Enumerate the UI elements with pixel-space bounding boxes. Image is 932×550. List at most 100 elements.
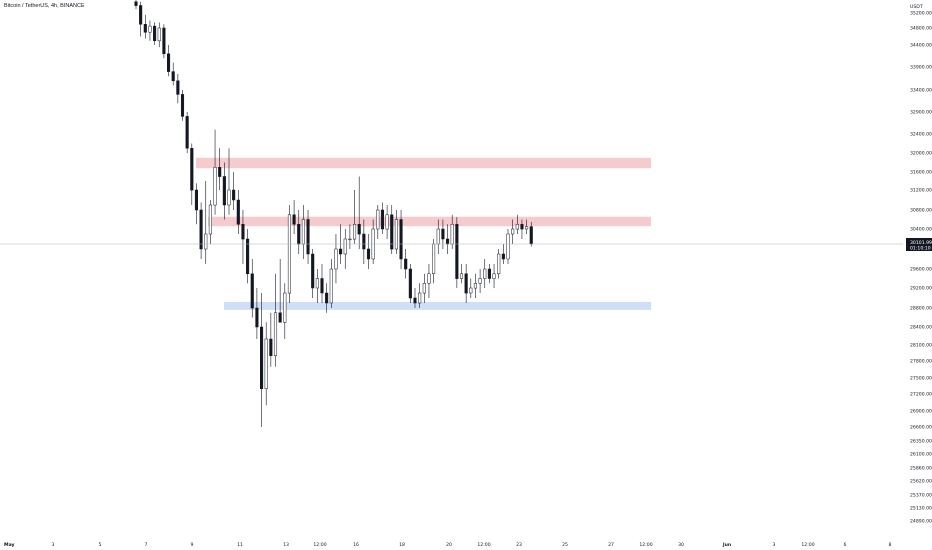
- candle: [427, 264, 431, 298]
- candle: [455, 217, 459, 288]
- candle-body: [459, 273, 464, 279]
- candle-body: [255, 307, 259, 328]
- candle: [380, 202, 384, 234]
- candle-body: [190, 148, 194, 191]
- candle: [167, 45, 171, 77]
- last-price-badge: [906, 238, 932, 251]
- candle-body: [399, 219, 403, 260]
- candle-body: [176, 80, 180, 95]
- time-tick-label: 13: [283, 542, 289, 548]
- price-tick-label: 34400.00: [910, 43, 932, 49]
- price-tick-label: 32900.00: [910, 110, 932, 116]
- resistance-upper-zone: [196, 157, 651, 169]
- candle: [404, 249, 408, 279]
- candle-body: [153, 25, 157, 41]
- candle: [390, 205, 394, 254]
- time-tick-label: 8: [889, 542, 892, 548]
- candle-body: [320, 278, 324, 294]
- candle: [227, 148, 231, 215]
- price-tick-label: 27200.00: [910, 392, 932, 398]
- candle-body: [246, 238, 250, 275]
- candle: [464, 264, 468, 303]
- price-tick-label: 31200.00: [910, 188, 932, 194]
- price-tick-label: 31600.00: [910, 170, 932, 176]
- candle: [287, 205, 291, 303]
- candle-body: [357, 224, 361, 235]
- time-tick-label: 27: [608, 542, 614, 548]
- candle-body: [278, 312, 282, 323]
- candle: [134, 0, 138, 10]
- price-tick-label: 29200.00: [910, 286, 932, 292]
- candle-body: [483, 268, 487, 279]
- candle-body: [427, 273, 431, 284]
- candle: [362, 219, 366, 264]
- time-tick-label: 12:00: [639, 542, 652, 548]
- candle: [278, 259, 282, 323]
- price-tick-label: 28400.00: [910, 325, 932, 331]
- candle-body: [180, 94, 185, 117]
- candle: [329, 259, 333, 308]
- candle-body: [273, 312, 278, 356]
- candle-body: [492, 273, 496, 279]
- currency-label: USDT: [910, 4, 923, 10]
- candle-body: [241, 224, 245, 240]
- candle-body: [376, 209, 380, 230]
- candle: [353, 190, 357, 244]
- candle: [162, 24, 166, 59]
- candle: [473, 273, 477, 298]
- bar-timer-label: 01:10:10: [910, 246, 931, 252]
- candle-body: [487, 268, 491, 279]
- candle-body: [143, 24, 147, 33]
- candle: [357, 176, 361, 249]
- candle: [483, 259, 487, 288]
- candle: [213, 129, 217, 215]
- resistance-lower-zone: [208, 216, 651, 227]
- candle: [199, 202, 203, 259]
- price-tick-label: 28100.00: [910, 343, 932, 349]
- candle-body: [418, 292, 422, 304]
- time-tick-label: 18: [399, 542, 405, 548]
- time-tick-label: May: [4, 542, 15, 548]
- candle: [418, 283, 422, 308]
- candle-body: [385, 214, 389, 230]
- candle-body: [250, 273, 254, 309]
- candle: [283, 283, 287, 339]
- candle-body: [199, 209, 203, 250]
- candle-body: [450, 224, 454, 245]
- candle-body: [501, 253, 505, 260]
- time-tick-label: 6: [844, 542, 847, 548]
- candle: [422, 273, 426, 303]
- candle-body: [334, 248, 338, 270]
- candle: [515, 214, 519, 234]
- candle: [301, 205, 305, 259]
- candle-body: [525, 226, 529, 230]
- candle: [501, 244, 505, 264]
- candle-body: [264, 338, 268, 389]
- time-tick-label: 11: [237, 542, 243, 548]
- candle-body: [515, 224, 519, 230]
- candle: [325, 283, 329, 313]
- candle: [250, 259, 254, 318]
- time-tick-label: 7: [145, 542, 148, 548]
- price-tick-label: 26350.00: [910, 439, 932, 445]
- time-tick-label: 25: [562, 542, 568, 548]
- candle: [232, 172, 236, 210]
- candle: [394, 210, 398, 254]
- candle: [255, 288, 259, 339]
- candle-body: [339, 248, 343, 255]
- candle: [260, 293, 264, 427]
- candle-body: [446, 238, 450, 245]
- candle: [153, 22, 157, 45]
- candle-body: [473, 283, 477, 289]
- candle-body: [311, 253, 315, 289]
- time-axis[interactable]: May 3 5 7 9 11 13 12:00 16 18 20 12:00 23 25 27 12:00 30…: [4, 542, 892, 548]
- candle-body: [218, 167, 222, 177]
- price-axis[interactable]: USDT 35200.00 34800.00 34400.00 33900.00 334…: [910, 4, 932, 525]
- price-tick-label: 27800.00: [910, 359, 932, 365]
- candle: [208, 200, 212, 244]
- price-tick-label: 33900.00: [910, 65, 932, 71]
- candle: [334, 234, 338, 284]
- candle-body: [469, 287, 473, 294]
- candle: [204, 181, 208, 264]
